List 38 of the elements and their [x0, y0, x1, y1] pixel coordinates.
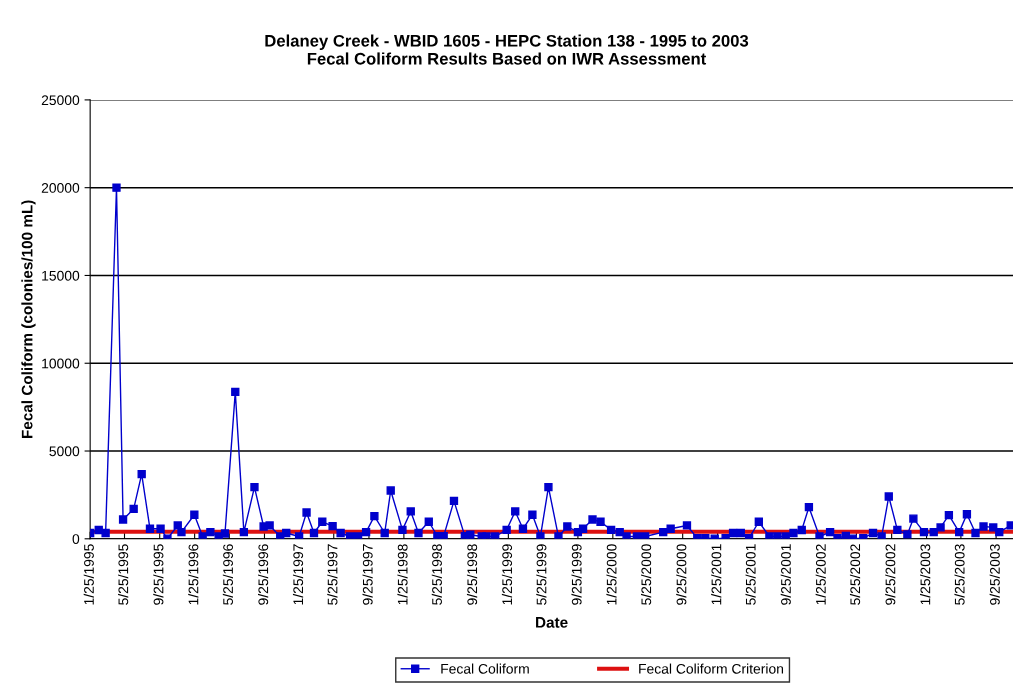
- x-tick-label: 5/25/1995: [118, 544, 129, 605]
- x-tick-label: 9/25/2003: [989, 544, 1000, 605]
- y-tick-label: 20000: [41, 183, 80, 193]
- x-tick-label: 9/25/2000: [676, 544, 687, 605]
- x-tick-label: 9/25/1995: [153, 544, 164, 605]
- x-tick-label: 5/25/2003: [954, 544, 965, 605]
- x-tick-label: 1/25/1999: [501, 544, 513, 605]
- x-tick-label: 1/25/1998: [397, 544, 408, 605]
- x-tick-label: 9/25/1997: [362, 544, 373, 605]
- x-tick-label: 5/25/1996: [222, 544, 233, 605]
- x-tick-label: 5/25/2002: [849, 544, 861, 605]
- y-axis-title: Fecal Coliform (colonies/100 mL): [21, 200, 36, 439]
- x-tick-label: 1/25/2002: [815, 544, 826, 605]
- x-tick-label: 9/25/1998: [466, 544, 478, 605]
- y-tick-label: 25000: [41, 95, 80, 106]
- x-tick-label: 9/25/2001: [780, 544, 791, 605]
- x-tick-label: 9/25/1996: [258, 544, 269, 605]
- x-tick-label: 9/25/1999: [571, 544, 582, 605]
- x-tick-label: 1/25/1995: [83, 544, 94, 605]
- x-tick-label: 5/25/2001: [745, 544, 756, 605]
- x-tick-label: 5/25/1998: [431, 544, 442, 605]
- x-tick-label: 5/25/1997: [327, 544, 338, 605]
- x-tick-label: 5/25/1999: [536, 544, 547, 605]
- y-tick-label: 5000: [49, 446, 80, 457]
- x-axis-title: Date: [536, 617, 568, 628]
- chart-title: Delaney Creek - WBID 1605 - HEPC Station 138 - 1995 to 2003 Fecal Coliform Results Based on IWR Assessment: [265, 34, 749, 65]
- x-tick-label: 1/25/2000: [606, 544, 617, 605]
- x-tick-label: 1/25/2003: [920, 544, 931, 605]
- y-tick-label: 10000: [42, 358, 80, 369]
- x-tick-label: 9/25/2002: [885, 544, 896, 605]
- x-tick-label: 1/25/1996: [188, 544, 199, 605]
- y-tick-label: 15000: [42, 270, 80, 281]
- y-tick-label: 0: [72, 534, 80, 544]
- x-tick-label: 1/25/1997: [292, 544, 304, 605]
- x-tick-label: 5/25/2000: [641, 544, 652, 605]
- legend-label: Fecal Coliform Criterion: [639, 663, 784, 674]
- legend-label: Fecal Coliform: [441, 663, 529, 674]
- x-tick-label: 1/25/2001: [711, 544, 722, 605]
